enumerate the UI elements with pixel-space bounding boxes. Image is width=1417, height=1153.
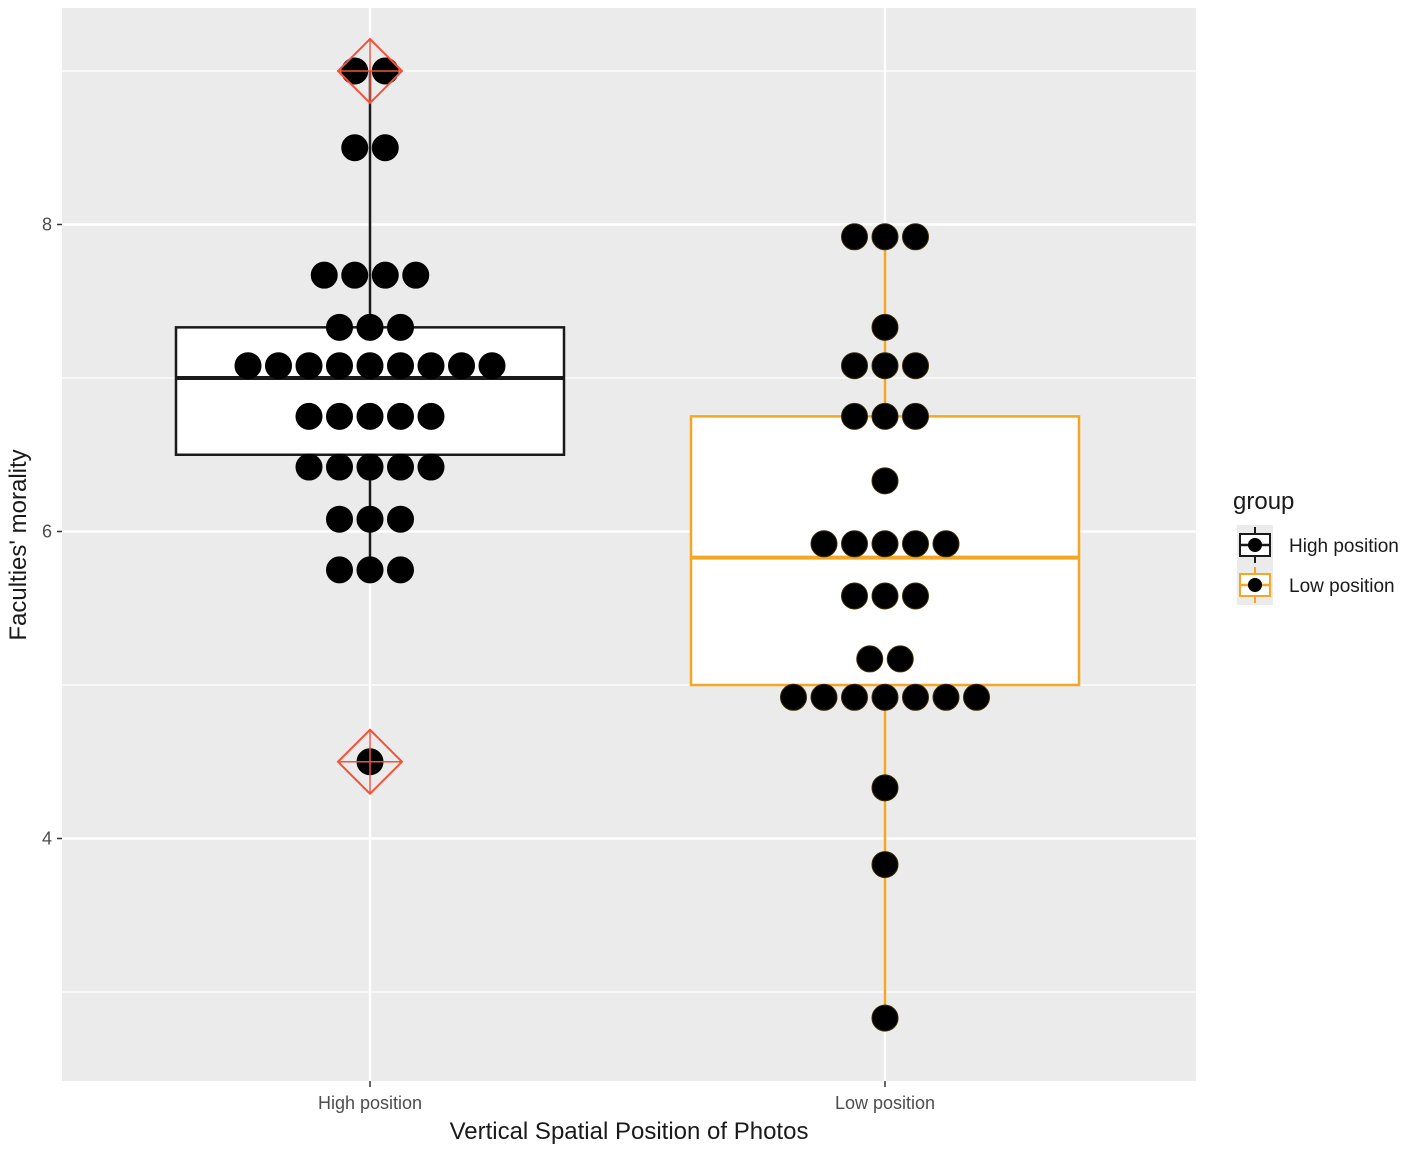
data-dot bbox=[326, 505, 353, 533]
legend-label: Low position bbox=[1289, 576, 1395, 597]
data-dot bbox=[871, 223, 899, 251]
data-dot bbox=[326, 402, 353, 430]
data-dot bbox=[417, 453, 445, 481]
data-dot bbox=[387, 505, 414, 533]
data-dot bbox=[871, 313, 899, 341]
y-axis-title: Faculties' morality bbox=[5, 449, 32, 640]
data-dot bbox=[341, 261, 369, 289]
data-dot bbox=[780, 683, 807, 711]
data-dot bbox=[871, 467, 899, 495]
data-dot bbox=[871, 582, 899, 610]
data-dot bbox=[310, 261, 338, 289]
x-tick-label: Low position bbox=[835, 1093, 935, 1113]
data-dot bbox=[856, 645, 884, 673]
data-dot bbox=[902, 223, 929, 251]
data-dot bbox=[356, 402, 384, 430]
data-dot bbox=[387, 352, 414, 380]
data-dot bbox=[841, 530, 868, 558]
data-dot bbox=[478, 352, 506, 380]
data-dot bbox=[326, 556, 353, 584]
data-dot bbox=[841, 352, 868, 380]
x-tick-label: High position bbox=[318, 1093, 422, 1113]
y-tick-label: 8 bbox=[42, 215, 52, 235]
data-dot bbox=[902, 402, 929, 430]
data-dot bbox=[356, 453, 384, 481]
data-dot bbox=[871, 851, 899, 879]
data-dot bbox=[341, 134, 369, 162]
data-dot bbox=[902, 683, 929, 711]
data-dot bbox=[417, 402, 445, 430]
data-dot bbox=[841, 402, 868, 430]
data-dot bbox=[371, 134, 399, 162]
data-dot bbox=[326, 453, 353, 481]
legend: group High position Low position bbox=[1233, 488, 1399, 605]
data-dot bbox=[871, 774, 899, 802]
data-dot bbox=[234, 352, 262, 380]
data-dot bbox=[963, 683, 990, 711]
data-dot bbox=[356, 352, 384, 380]
data-dot bbox=[295, 402, 323, 430]
data-dot bbox=[448, 352, 475, 380]
data-dot bbox=[871, 683, 899, 711]
data-dot bbox=[387, 402, 414, 430]
data-dot bbox=[265, 352, 292, 380]
data-dot bbox=[871, 352, 899, 380]
legend-label: High position bbox=[1289, 536, 1399, 557]
data-dot bbox=[387, 313, 414, 341]
data-dot bbox=[295, 352, 323, 380]
axis-layer: 4 6 8 High position Low position bbox=[42, 215, 935, 1114]
data-dot bbox=[932, 530, 960, 558]
data-dot bbox=[356, 505, 384, 533]
y-tick-label: 4 bbox=[42, 829, 52, 849]
data-dot bbox=[871, 1004, 899, 1032]
legend-key-dot bbox=[1248, 578, 1262, 592]
data-dot bbox=[387, 453, 414, 481]
data-dot bbox=[932, 683, 960, 711]
data-dot bbox=[417, 352, 445, 380]
legend-title: group bbox=[1233, 488, 1294, 515]
x-axis-title: Vertical Spatial Position of Photos bbox=[450, 1118, 809, 1145]
box bbox=[174, 326, 566, 456]
data-dot bbox=[841, 683, 868, 711]
data-dot bbox=[402, 261, 430, 289]
outlier-layer bbox=[336, 37, 404, 796]
data-dot bbox=[326, 352, 353, 380]
data-dot bbox=[295, 453, 323, 481]
data-dot bbox=[871, 402, 899, 430]
data-dot bbox=[356, 556, 384, 584]
data-dot bbox=[810, 683, 838, 711]
data-dot bbox=[902, 352, 929, 380]
data-dot bbox=[902, 582, 929, 610]
data-dot bbox=[326, 313, 353, 341]
y-tick-label: 6 bbox=[42, 522, 52, 542]
data-dot bbox=[886, 645, 914, 673]
data-dot bbox=[810, 530, 838, 558]
data-dot bbox=[841, 223, 868, 251]
legend-key-dot bbox=[1248, 538, 1262, 552]
data-dot bbox=[387, 556, 414, 584]
data-dot bbox=[356, 313, 384, 341]
data-dot bbox=[902, 530, 929, 558]
dot-layer bbox=[234, 57, 990, 1032]
data-dot bbox=[371, 261, 399, 289]
data-dot bbox=[871, 530, 899, 558]
data-dot bbox=[841, 582, 868, 610]
